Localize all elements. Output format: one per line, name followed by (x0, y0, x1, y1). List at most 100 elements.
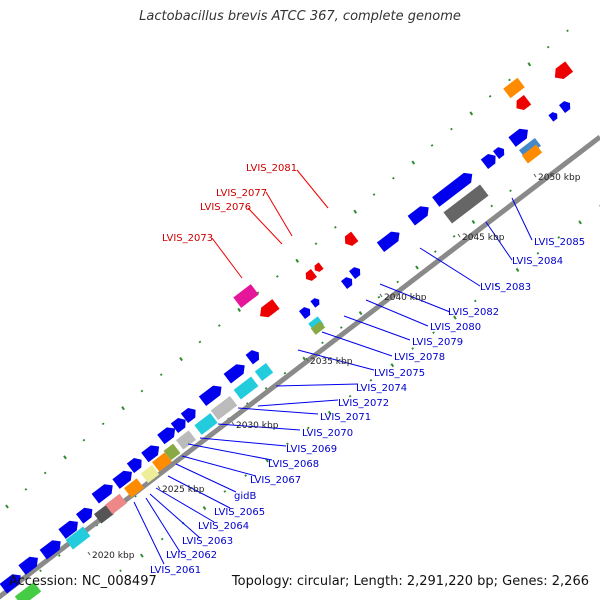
gc-dot (358, 311, 363, 316)
gc-dot (256, 291, 260, 295)
gene-label-forward[interactable]: LVIS_2071 (320, 412, 371, 423)
gc-dot (275, 275, 279, 278)
gene-label-forward[interactable]: LVIS_2075 (374, 368, 425, 379)
gene-label-forward[interactable]: LVIS_2069 (286, 444, 337, 455)
gene-arrow (344, 231, 359, 246)
gene-arrow (340, 277, 353, 290)
leader-line (167, 475, 231, 509)
gene-arrow (519, 137, 541, 159)
gc-dot (306, 426, 310, 430)
gc-dot (396, 280, 400, 284)
gene-labels: LVIS_2061 LVIS_2062 LVIS_2063 LVIS_2064 LVIS… (150, 163, 585, 576)
gc-content-dots (5, 29, 600, 573)
gene-arrow (141, 445, 160, 463)
gene-label-forward[interactable]: LVIS_2084 (512, 256, 563, 267)
gene-label-reverse[interactable]: LVIS_2077 (216, 188, 267, 199)
gene-arrow (245, 350, 260, 365)
topology-label: Topology: circular; Length: 2,291,220 bp… (231, 574, 589, 589)
leader-line (343, 315, 411, 341)
gene-label-forward[interactable]: LVIS_2080 (430, 322, 481, 333)
gene-arrow (210, 395, 238, 421)
gene-label-forward[interactable]: LVIS_2072 (338, 398, 389, 409)
leader-line (321, 331, 393, 357)
gene-label-forward[interactable]: gidB (234, 491, 256, 502)
gene-arrow (260, 299, 280, 318)
gene-label-reverse[interactable]: LVIS_2081 (246, 163, 297, 174)
gc-dot (488, 94, 492, 98)
gene-arrow (194, 413, 218, 435)
gene-arrow (170, 417, 186, 434)
gc-dot (24, 488, 28, 491)
leader-line (297, 349, 375, 371)
gene-label-forward[interactable]: LVIS_2063 (182, 536, 233, 547)
kbp-tick-label: 2040 kbp (384, 293, 427, 303)
gc-dot (471, 219, 476, 224)
gene-arrow (558, 101, 571, 114)
gene-arrow (124, 478, 144, 498)
gc-dot (283, 371, 287, 375)
gene-label-forward[interactable]: LVIS_2078 (394, 352, 445, 363)
gc-dot (121, 406, 125, 411)
gene-label-forward[interactable]: LVIS_2064 (198, 521, 249, 532)
gene-label-forward[interactable]: LVIS_2082 (448, 307, 499, 318)
gc-dot (536, 252, 540, 255)
gc-dot (119, 569, 122, 573)
gc-dot (302, 356, 307, 361)
gc-dot (473, 299, 477, 303)
map-title: Lactobacillus brevis ATCC 367, complete … (139, 9, 461, 24)
gc-dot (321, 341, 324, 345)
leader-line (485, 221, 513, 261)
kbp-tick-label: 2025 kbp (162, 485, 205, 495)
gene-arrow (508, 128, 528, 147)
gc-dot (411, 160, 416, 165)
gene-label-forward[interactable]: LVIS_2083 (480, 282, 531, 293)
gene-label-forward[interactable]: LVIS_2079 (412, 337, 463, 348)
gene-label-reverse[interactable]: LVIS_2073 (162, 233, 213, 244)
gene-label-forward[interactable]: LVIS_2068 (268, 459, 319, 470)
gc-dot (353, 209, 358, 214)
gene-arrow (492, 147, 505, 160)
leader-line (133, 501, 165, 565)
gc-dot (557, 236, 561, 239)
kbp-tick (379, 293, 383, 298)
kbp-tick (533, 173, 537, 178)
gc-dot (415, 265, 419, 270)
gc-dot (515, 267, 520, 273)
gc-dot (433, 250, 437, 253)
gc-dot (578, 220, 582, 225)
gene-arrow (254, 362, 274, 382)
gene-arrow (18, 556, 38, 575)
gene-label-forward[interactable]: LVIS_2070 (302, 428, 353, 439)
gene-arrow (516, 94, 532, 111)
gene-arrow (126, 457, 142, 474)
leader-line (187, 443, 273, 461)
gene-label-forward[interactable]: LVIS_2065 (214, 507, 265, 518)
gc-dot (63, 455, 67, 460)
gc-dot (411, 347, 415, 350)
gene-label-forward[interactable]: LVIS_2074 (356, 383, 407, 394)
gene-features (0, 61, 574, 600)
gene-label-forward[interactable]: LVIS_2085 (534, 237, 585, 248)
gene-arrow (503, 77, 525, 99)
gene-arrow (521, 144, 543, 164)
gene-label-reverse[interactable]: LVIS_2076 (200, 202, 251, 213)
gc-dot (372, 193, 376, 196)
gene-arrow (163, 443, 181, 461)
gene-arrow (305, 268, 318, 281)
gc-dot (390, 363, 395, 368)
gene-label-forward[interactable]: LVIS_2067 (250, 475, 301, 486)
gc-dot (295, 258, 300, 263)
gc-dot (494, 283, 498, 287)
gene-arrow (180, 407, 196, 424)
gc-dot (82, 438, 86, 442)
gc-dot (217, 324, 221, 327)
gene-arrow (348, 267, 361, 280)
gene-label-forward[interactable]: LVIS_2062 (166, 550, 217, 561)
gene-label-forward[interactable]: LVIS_2061 (150, 565, 201, 576)
leader-line (511, 197, 533, 241)
gene-arrow (314, 262, 324, 272)
kbp-tick-label: 2045 kbp (462, 233, 505, 243)
gc-dot (140, 553, 144, 558)
gene-arrow (310, 321, 326, 335)
gene-arrow (310, 298, 320, 308)
